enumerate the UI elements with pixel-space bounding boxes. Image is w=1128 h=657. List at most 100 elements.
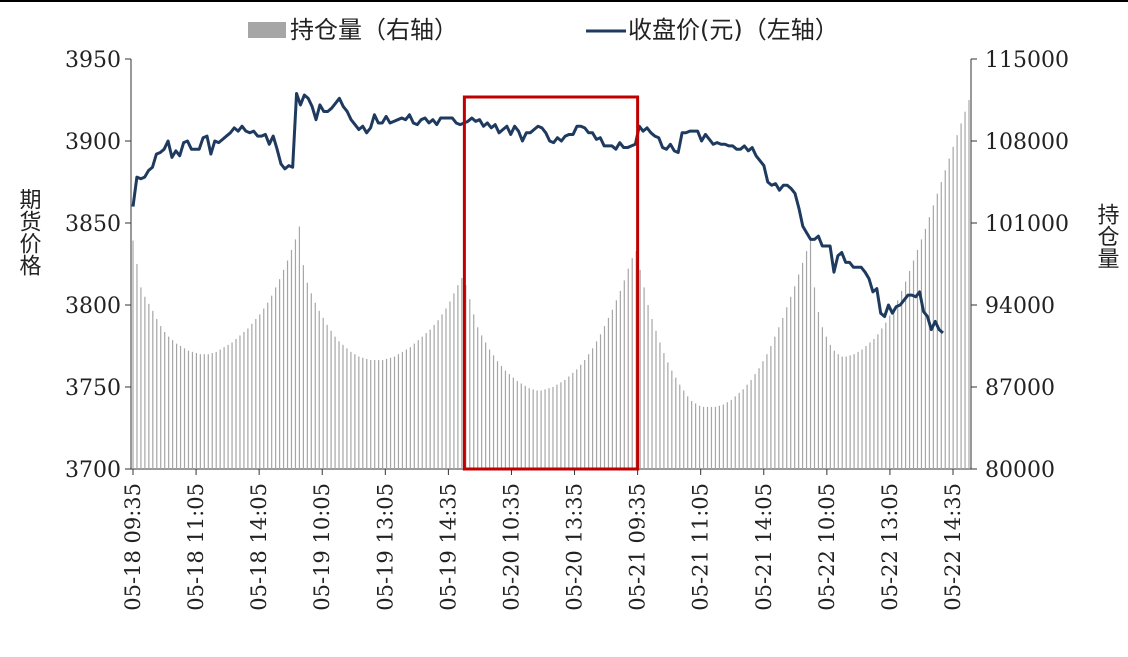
open-interest-bar [940, 182, 942, 469]
x-tick-label: 05-19 14:35 [436, 483, 460, 611]
x-tick-label: 05-22 13:05 [878, 483, 902, 611]
x-tick-label: 05-18 11:05 [184, 483, 208, 611]
open-interest-bar [790, 296, 792, 469]
x-tick-label: 05-19 13:05 [373, 483, 397, 611]
open-interest-bar [199, 354, 201, 469]
open-interest-bar [520, 383, 522, 469]
x-tick-label: 05-18 09:35 [121, 483, 145, 611]
open-interest-bar [889, 315, 891, 469]
open-interest-bar [346, 348, 348, 469]
open-interest-bar [901, 290, 903, 469]
open-interest-bar [588, 354, 590, 469]
open-interest-bar [786, 307, 788, 469]
open-interest-bar [314, 302, 316, 469]
open-interest-bar [623, 280, 625, 469]
open-interest-bar [179, 346, 182, 469]
open-interest-bar [413, 343, 415, 469]
open-interest-bar [580, 364, 582, 469]
open-interest-bar [334, 336, 336, 469]
open-interest-bar [223, 347, 225, 469]
open-interest-bar [168, 336, 170, 469]
open-interest-bar [861, 349, 863, 469]
open-interest-bar [362, 357, 364, 469]
open-interest-bar [968, 100, 970, 469]
open-interest-bar [401, 351, 404, 469]
legend: 持仓量（右轴） 收盘价(元)（左轴） [248, 16, 839, 44]
x-axis-ticks: 05-18 09:35 05-18 11:05 05-18 14:05 05-19 1… [121, 469, 965, 611]
open-interest-bar [219, 349, 221, 469]
open-interest-bar [687, 396, 689, 469]
open-interest-bar [695, 403, 697, 469]
x-tick-label: 05-19 10:05 [310, 483, 334, 611]
open-interest-bar [449, 301, 451, 469]
open-interest-bar [393, 356, 396, 469]
open-interest-bar [857, 351, 859, 469]
open-interest-bar [738, 392, 740, 469]
open-interest-bar [500, 365, 503, 469]
open-interest-bar [156, 319, 158, 469]
open-interest-bar [734, 396, 736, 469]
open-interest-bar [175, 343, 178, 469]
open-interest-bar [920, 239, 923, 469]
open-interest-bar [433, 324, 435, 469]
open-interest-bar [544, 389, 546, 469]
open-interest-bar [243, 331, 245, 469]
open-interest-bar [263, 308, 265, 469]
open-interest-bar [603, 326, 606, 469]
open-interest-bar [445, 308, 447, 469]
open-interest-bar [651, 319, 653, 469]
open-interest-bar [647, 305, 649, 469]
open-interest-bar [659, 342, 661, 469]
left-axis-title: 期货价格 [16, 188, 42, 276]
open-interest-bar [172, 340, 174, 469]
open-interest-bar [279, 279, 281, 469]
open-interest-bar [144, 296, 146, 469]
open-interest-bar [956, 135, 958, 469]
open-interest-bar [576, 369, 578, 469]
open-interest-bar [849, 355, 851, 469]
left-axis-ticks: 3700 3750 3800 3850 3900 3950 [65, 48, 131, 483]
right-tick-label: 101000 [985, 212, 1069, 237]
legend-line-label: 收盘价(元)（左轴） [628, 16, 839, 44]
open-interest-bar [730, 399, 732, 469]
open-interest-bar [944, 170, 946, 470]
open-interest-bar [643, 287, 645, 469]
x-tick-label: 05-20 13:35 [563, 483, 587, 611]
open-interest-bar [631, 258, 633, 469]
open-interest-bar [873, 338, 875, 469]
open-interest-bar [318, 310, 320, 469]
open-interest-bar [821, 327, 823, 469]
open-interest-bar [936, 193, 938, 469]
open-interest-bar [374, 360, 376, 469]
open-interest-bar [639, 269, 641, 469]
open-interest-bar [405, 349, 407, 469]
open-interest-bar [805, 251, 808, 469]
open-interest-bar [746, 384, 748, 469]
right-axis-title: 持仓量 [1094, 203, 1120, 269]
open-interest-bar [853, 354, 855, 469]
open-interest-bar [496, 361, 499, 469]
left-tick-label: 3750 [65, 376, 121, 401]
open-interest-bar [798, 274, 800, 469]
open-interest-bar [350, 351, 352, 469]
open-interest-bar [952, 146, 954, 470]
open-interest-bar [235, 338, 237, 469]
left-tick-label: 3950 [65, 48, 121, 73]
open-interest-bar [552, 387, 554, 469]
open-interest-bar [671, 370, 673, 469]
top-border-rule [0, 0, 1128, 2]
open-interest-bar [409, 347, 411, 469]
open-interest-bar [536, 390, 538, 469]
open-interest-bar [326, 324, 328, 469]
open-interest-bar [481, 335, 483, 469]
open-interest-bar [655, 330, 657, 469]
open-interest-bar [370, 360, 372, 469]
highlight-layer [462, 95, 640, 471]
open-interest-bar [829, 344, 831, 469]
open-interest-bar [837, 354, 839, 469]
open-interest-bar [762, 361, 764, 469]
open-interest-bar [469, 299, 471, 469]
close-price-line [131, 91, 944, 335]
open-interest-bar [306, 282, 308, 469]
open-interest-bar [960, 123, 962, 470]
